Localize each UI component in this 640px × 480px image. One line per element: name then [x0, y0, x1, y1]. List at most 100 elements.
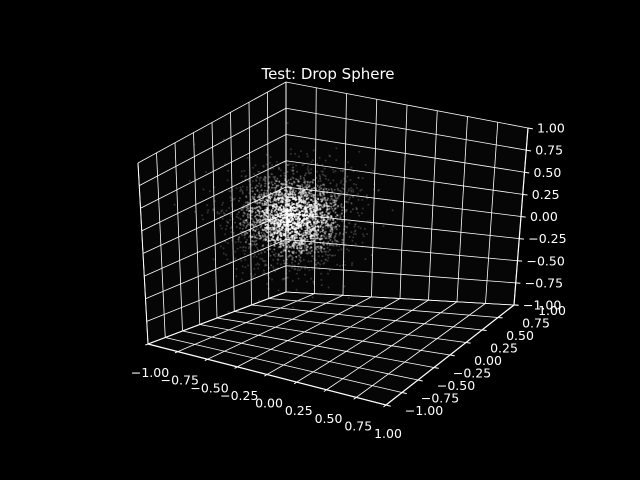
scatter-point — [258, 237, 261, 240]
scatter-point — [308, 172, 311, 175]
scatter-point — [330, 232, 333, 235]
scatter-point — [370, 254, 373, 257]
scatter-point — [262, 194, 265, 197]
scatter-point — [310, 207, 313, 210]
scatter-point — [327, 188, 330, 191]
scatter-point — [316, 261, 319, 264]
scatter-point — [242, 245, 245, 248]
scatter-point — [328, 237, 331, 240]
scatter-point — [310, 277, 313, 280]
scatter-point — [249, 207, 252, 209]
scatter-point — [242, 219, 245, 222]
scatter-point — [260, 199, 263, 202]
scatter-point — [303, 192, 306, 195]
scatter-point — [231, 188, 234, 191]
scatter-point — [213, 186, 216, 189]
scatter-point — [319, 175, 322, 178]
scatter-point — [331, 168, 334, 171]
scatter-point — [285, 212, 288, 215]
scatter-point — [314, 200, 316, 203]
scatter-point — [312, 178, 315, 181]
scatter-point — [321, 255, 324, 258]
scatter-point — [329, 155, 332, 158]
scatter-point — [293, 247, 295, 250]
scatter-point — [325, 187, 328, 190]
scatter-point — [286, 258, 289, 261]
scatter-point — [268, 239, 271, 242]
scatter-point — [296, 248, 299, 251]
scatter-point — [241, 189, 244, 192]
scatter-point — [269, 166, 272, 169]
scatter-point — [269, 161, 272, 164]
scatter-point — [312, 237, 315, 240]
scatter-point — [310, 250, 313, 253]
y-tick-mark — [481, 329, 487, 331]
scatter-point — [285, 183, 287, 186]
scatter-point — [330, 197, 333, 200]
scatter-point — [257, 195, 260, 198]
scatter-point — [277, 289, 280, 292]
scatter-point — [320, 246, 323, 249]
scatter-point — [306, 252, 309, 255]
scatter-point — [332, 201, 335, 204]
scatter-point — [237, 238, 240, 240]
scatter-point — [316, 208, 319, 211]
scatter-point — [293, 235, 296, 238]
scatter-point — [272, 200, 275, 203]
scatter-point — [318, 221, 320, 224]
scatter-point — [299, 256, 302, 259]
scatter-point — [251, 235, 254, 238]
scatter-point — [290, 220, 293, 222]
x-tick-mark — [234, 366, 238, 369]
scatter-point — [339, 189, 342, 192]
scatter-point — [262, 244, 265, 247]
scatter-point — [286, 239, 289, 242]
scatter-point — [302, 209, 305, 212]
scatter-point — [258, 177, 261, 180]
scatter-point — [347, 249, 350, 252]
scatter-point — [272, 266, 275, 269]
scatter-point — [237, 216, 240, 219]
scatter-point — [304, 231, 307, 234]
scatter-point — [348, 235, 351, 238]
scatter-point — [339, 214, 342, 217]
scatter-point — [255, 228, 258, 231]
scatter-point — [303, 229, 306, 232]
scatter-point — [223, 239, 226, 242]
scatter-point — [281, 254, 284, 257]
z-tick-label: 1.00 — [537, 121, 565, 136]
scatter-point — [212, 208, 215, 211]
scatter-point — [336, 240, 339, 243]
scatter-point — [314, 183, 317, 186]
scatter-point — [317, 229, 320, 232]
scatter-point — [280, 186, 283, 188]
scatter-point — [246, 203, 249, 205]
scatter-point — [226, 258, 229, 261]
grid-line-back-x — [485, 122, 499, 304]
scatter-point — [358, 150, 361, 153]
scatter-point — [301, 164, 304, 167]
scatter-point — [309, 181, 312, 183]
scatter-point — [274, 270, 277, 273]
scatter-point — [266, 207, 269, 210]
scatter-point — [321, 170, 324, 173]
scatter-point — [252, 224, 255, 227]
scatter-point — [303, 273, 306, 276]
scatter-point — [316, 235, 319, 237]
scatter-point — [279, 174, 282, 177]
scatter-point — [254, 164, 257, 167]
scatter-point — [286, 240, 289, 243]
scatter-point — [272, 235, 275, 238]
scatter-point — [295, 288, 298, 291]
scatter-point — [305, 248, 308, 251]
scatter-point — [284, 199, 287, 202]
scatter-point — [245, 232, 248, 235]
scatter-point — [280, 251, 283, 254]
scatter-point — [257, 228, 260, 230]
scatter-point — [321, 163, 324, 166]
scatter-point — [258, 232, 261, 235]
scatter-point — [262, 259, 264, 262]
grid-line-floor-x — [356, 303, 486, 398]
scatter-point — [297, 155, 300, 158]
scatter-point — [277, 194, 280, 197]
